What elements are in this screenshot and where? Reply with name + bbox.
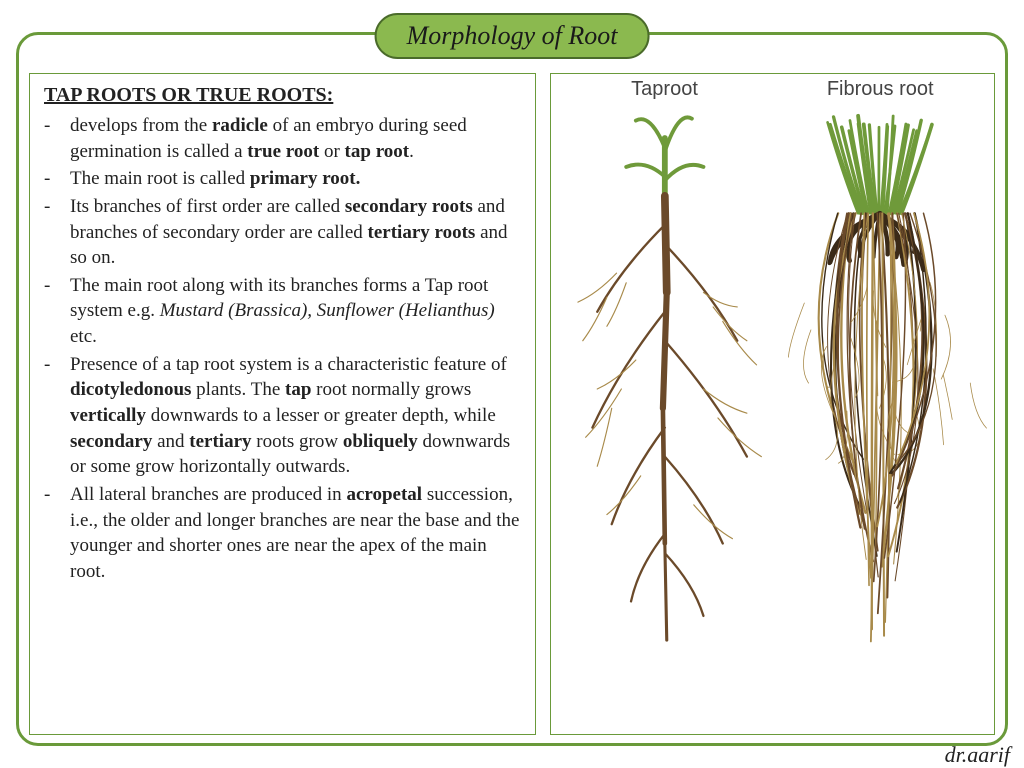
text-segment: . — [409, 141, 414, 162]
text-segment: Its branches of first order are called — [70, 196, 345, 217]
text-segment: radicle — [212, 115, 268, 136]
bullet-item: The main root along with its branches fo… — [44, 273, 521, 350]
bullet-item: Its branches of first order are called s… — [44, 194, 521, 271]
slide-frame: Morphology of Root TAP ROOTS OR TRUE ROO… — [16, 32, 1008, 746]
text-segment: roots grow — [252, 431, 343, 452]
section-heading: TAP ROOTS OR TRUE ROOTS: — [44, 82, 521, 109]
text-segment: etc. — [70, 326, 97, 347]
text-segment: root normally grows — [311, 379, 471, 400]
slide-title-pill: Morphology of Root — [375, 13, 650, 59]
diagram-panel: Taproot Fibrous root — [550, 73, 995, 735]
author-signature: dr.aarif — [945, 742, 1010, 768]
slide-title: Morphology of Root — [407, 21, 618, 50]
text-segment: Mustard (Brassica), Sunflower (Helianthu… — [160, 300, 495, 321]
bullet-item: develops from the radicle of an embryo d… — [44, 113, 521, 164]
text-segment: develops from the — [70, 115, 212, 136]
text-segment: tertiary — [189, 431, 251, 452]
text-segment: vertically — [70, 405, 146, 426]
text-segment: obliquely — [343, 431, 418, 452]
text-segment: and — [152, 431, 189, 452]
text-panel: TAP ROOTS OR TRUE ROOTS: develops from t… — [29, 73, 536, 735]
fibrous-column: Fibrous root — [772, 78, 988, 669]
fibrous-root-illustration — [772, 109, 988, 669]
text-segment: secondary — [70, 431, 152, 452]
text-segment: dicotyledonous — [70, 379, 191, 400]
bullet-list: develops from the radicle of an embryo d… — [44, 113, 521, 585]
text-segment: All lateral branches are produced in — [70, 484, 346, 505]
text-segment: tap root — [345, 141, 410, 162]
text-segment: secondary roots — [345, 196, 473, 217]
fibrous-label: Fibrous root — [827, 78, 934, 101]
text-segment: primary root. — [250, 168, 360, 189]
bullet-item: All lateral branches are produced in acr… — [44, 482, 521, 585]
bullet-item: The main root is called primary root. — [44, 166, 521, 192]
text-segment: acropetal — [346, 484, 422, 505]
text-segment: Presence of a tap root system is a chara… — [70, 354, 507, 375]
text-segment: tertiary roots — [368, 222, 476, 243]
text-segment: true root — [247, 141, 319, 162]
taproot-illustration — [557, 109, 773, 669]
taproot-label: Taproot — [631, 78, 698, 101]
content-row: TAP ROOTS OR TRUE ROOTS: develops from t… — [29, 73, 995, 735]
text-segment: The main root is called — [70, 168, 250, 189]
text-segment: plants. The — [191, 379, 285, 400]
taproot-column: Taproot — [557, 78, 773, 669]
text-segment: or — [319, 141, 344, 162]
text-segment: tap — [285, 379, 311, 400]
bullet-item: Presence of a tap root system is a chara… — [44, 352, 521, 480]
text-segment: downwards to a lesser or greater depth, … — [146, 405, 496, 426]
